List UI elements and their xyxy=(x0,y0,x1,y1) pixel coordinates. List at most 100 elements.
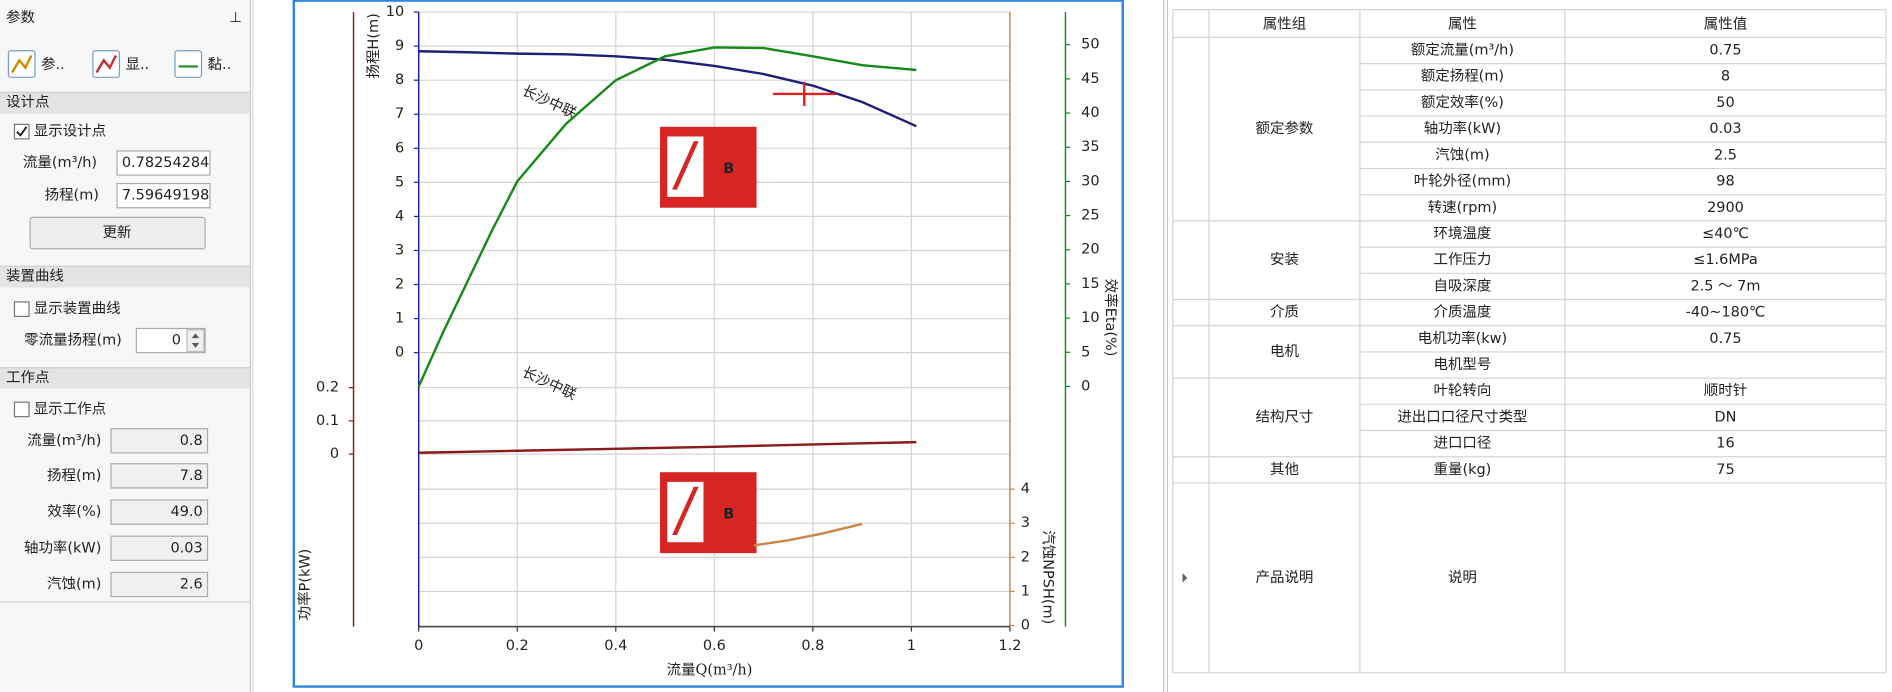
toolbar-label[interactable]: 黏.. xyxy=(208,56,232,73)
logo-glyph xyxy=(672,486,699,536)
property-name[interactable]: 电机功率(kw) xyxy=(1418,330,1507,347)
property-value[interactable]: 2.5 ～ 7m xyxy=(1691,278,1761,294)
property-name[interactable]: 进口口径 xyxy=(1434,435,1492,452)
section-header xyxy=(0,367,250,389)
y-tick-label: 45 xyxy=(1081,71,1099,87)
property-name[interactable]: 叶轮转向 xyxy=(1434,382,1492,399)
input-value[interactable]: 7.59649198 xyxy=(122,188,209,204)
table-header[interactable]: 属性组 xyxy=(1263,16,1306,33)
property-value[interactable]: DN xyxy=(1715,409,1737,425)
input-box xyxy=(110,463,209,489)
property-value[interactable]: 0.75 xyxy=(1709,331,1741,347)
checkbox[interactable] xyxy=(13,123,30,140)
property-group[interactable]: 结构尺寸 xyxy=(1256,408,1314,425)
spin-button[interactable] xyxy=(186,329,205,353)
property-name[interactable]: 额定效率(%) xyxy=(1421,94,1504,111)
property-name[interactable]: 重量(kg) xyxy=(1434,461,1492,478)
input-value: 0.8 xyxy=(180,433,203,449)
property-value[interactable]: -40~180℃ xyxy=(1686,305,1766,321)
property-value[interactable]: 50 xyxy=(1716,95,1734,111)
y-tick-label: 0 xyxy=(395,345,404,361)
property-group[interactable]: 安装 xyxy=(1270,251,1299,268)
section-title: 设计点 xyxy=(6,94,49,111)
y-tick-label: 10 xyxy=(386,4,404,20)
property-name[interactable]: 额定扬程(m) xyxy=(1421,68,1504,85)
checkbox[interactable] xyxy=(13,401,30,418)
field-label: 扬程(m) xyxy=(47,467,101,484)
input-box[interactable] xyxy=(116,150,211,176)
property-group[interactable]: 电机 xyxy=(1270,343,1299,360)
checkbox-label[interactable]: 显示设计点 xyxy=(34,123,106,140)
input-value: 2.6 xyxy=(180,577,203,593)
property-name[interactable]: 转速(rpm) xyxy=(1428,199,1497,216)
y-tick-label: 4 xyxy=(395,208,404,224)
x-tick-label: 0.4 xyxy=(604,638,627,654)
y-tick-label: 0 xyxy=(1081,378,1090,394)
property-value[interactable]: 16 xyxy=(1716,436,1734,452)
input-value[interactable]: 0 xyxy=(172,333,181,349)
property-value[interactable]: 0.03 xyxy=(1709,121,1741,137)
property-value[interactable]: 顺时针 xyxy=(1704,382,1747,399)
checkbox-label[interactable]: 显示工作点 xyxy=(34,400,106,417)
property-name[interactable]: 汽蚀(m) xyxy=(1435,146,1489,163)
y3-axis-label: 功率P(kW) xyxy=(296,549,313,621)
toolbar-label[interactable]: 显.. xyxy=(125,57,149,73)
property-name[interactable]: 叶轮外径(mm) xyxy=(1414,173,1511,190)
property-value[interactable]: 0.75 xyxy=(1709,43,1741,59)
toolbar-icon[interactable] xyxy=(174,50,203,78)
update-button[interactable] xyxy=(29,216,206,250)
y-tick-label: 2 xyxy=(395,277,404,293)
update-button-label[interactable]: 更新 xyxy=(103,224,132,241)
table-header[interactable]: 属性值 xyxy=(1704,16,1747,33)
input-value[interactable]: 0.78254284 xyxy=(122,155,209,171)
property-value[interactable]: 75 xyxy=(1716,462,1734,478)
property-name[interactable]: 环境温度 xyxy=(1434,224,1492,242)
property-group[interactable]: 介质 xyxy=(1270,304,1299,321)
field-label: 轴功率(kW) xyxy=(24,539,101,556)
field-label: 流量(m³/h) xyxy=(23,154,97,171)
panel-title: 参数 xyxy=(6,9,35,26)
toolbar-icon-glyph xyxy=(95,55,117,74)
spin-arrows xyxy=(191,333,200,348)
property-name[interactable]: 说明 xyxy=(1448,569,1477,586)
checkbox-label[interactable]: 显示装置曲线 xyxy=(34,300,121,317)
x-tick-label: 1 xyxy=(907,638,916,654)
y-tick-label: 0.2 xyxy=(316,380,339,396)
property-group[interactable]: 其他 xyxy=(1270,461,1299,478)
y-tick-label: 10 xyxy=(1081,310,1099,326)
y-tick-label: 30 xyxy=(1081,173,1099,189)
property-name[interactable]: 介质温度 xyxy=(1434,304,1492,321)
property-value[interactable]: 2.5 xyxy=(1714,147,1737,163)
property-value[interactable]: 2900 xyxy=(1707,200,1744,216)
property-name[interactable]: 额定流量(m³/h) xyxy=(1411,42,1514,59)
property-group[interactable]: 产品说明 xyxy=(1256,569,1314,586)
y-tick-label: 15 xyxy=(1081,276,1099,292)
property-name[interactable]: 进出口口径尺寸类型 xyxy=(1397,408,1527,425)
input-box xyxy=(110,535,209,561)
toolbar-label[interactable]: 参.. xyxy=(41,56,65,73)
property-value[interactable]: 8 xyxy=(1721,69,1730,85)
property-value[interactable]: ≤1.6MPa xyxy=(1693,252,1758,268)
property-name[interactable]: 电机型号 xyxy=(1434,356,1492,373)
y-axis-label: 扬程H(m) xyxy=(365,13,382,78)
property-name[interactable]: 自吸深度 xyxy=(1434,277,1492,294)
y-tick-label: 2 xyxy=(1021,549,1030,565)
x-tick-label: 0 xyxy=(414,638,423,654)
property-value[interactable]: 98 xyxy=(1716,174,1734,190)
y-tick-label: 0.1 xyxy=(316,413,339,429)
table-header[interactable]: 属性 xyxy=(1448,16,1477,33)
y-tick-label: 0 xyxy=(330,446,339,462)
property-name[interactable]: 工作压力 xyxy=(1434,251,1492,268)
property-value[interactable]: ≤40℃ xyxy=(1702,226,1749,242)
toolbar-icon-glyph xyxy=(11,55,33,74)
checkbox[interactable] xyxy=(13,301,30,318)
field-label: 汽蚀(m) xyxy=(47,576,101,593)
input-value: 7.8 xyxy=(180,468,203,484)
y-tick-label: 40 xyxy=(1081,105,1099,121)
x-tick-label: 0.8 xyxy=(801,638,824,654)
property-group[interactable]: 额定参数 xyxy=(1256,120,1314,137)
input-box[interactable] xyxy=(116,182,211,209)
property-name[interactable]: 轴功率(kW) xyxy=(1424,120,1501,137)
y-tick-label: 3 xyxy=(1021,515,1030,531)
row-indicator xyxy=(1182,572,1188,583)
